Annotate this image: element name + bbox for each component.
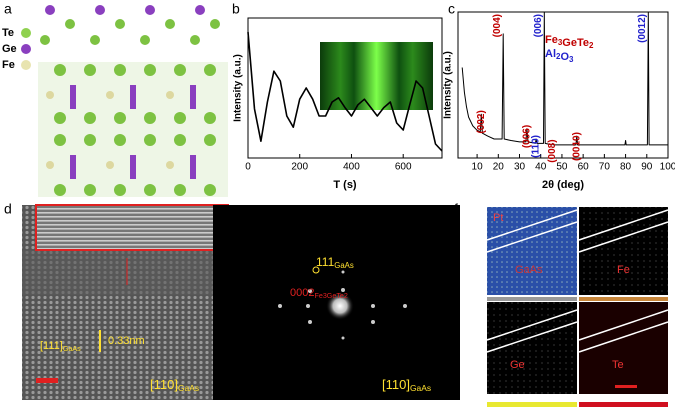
zone-axis: [110]GaAs	[150, 377, 199, 393]
y-axis-label: Intensity (a.u.)	[443, 51, 454, 119]
x-tick-label: 80	[620, 162, 632, 173]
peak-label: (006)	[522, 125, 533, 148]
panel-letter: e	[232, 201, 240, 217]
d-distance: 0.33nm	[108, 335, 145, 347]
label-main: 111	[316, 255, 335, 269]
legend-swatch	[21, 60, 31, 70]
y-axis-label: Intensity (a.u.)	[233, 54, 244, 122]
panel-letter: a	[4, 1, 12, 17]
panel-letter: b	[232, 1, 240, 17]
x-tick-label: 40	[535, 162, 547, 173]
d-spacing: [111]GaAs	[40, 340, 81, 353]
x-tick-label: 600	[395, 162, 412, 173]
peak-label: (002)	[476, 110, 487, 133]
x-tick-label: 30	[514, 162, 526, 173]
legend-swatch	[21, 44, 31, 54]
map-label: Te	[612, 359, 624, 371]
line-series	[461, 11, 668, 146]
x-axis-label: T (s)	[333, 179, 357, 191]
spot-label: 111GaAs	[316, 255, 354, 270]
zone-axis: [110]GaAs	[382, 377, 431, 393]
map-label: Fe	[617, 264, 630, 276]
map-label: Pt	[493, 212, 503, 224]
rheed-inset	[320, 42, 433, 110]
x-tick-label: 400	[343, 162, 360, 173]
legend-label: Fe	[2, 59, 15, 71]
legend-label: Fe3GeTe2	[545, 34, 594, 50]
plot-frame	[457, 11, 669, 159]
label-main: 0002	[290, 287, 314, 299]
peak-label: (0010)	[571, 132, 582, 161]
label-sub: Fe3GeTe2	[314, 292, 347, 300]
diffraction-pattern	[213, 205, 460, 400]
legend-label: Al2O3	[545, 48, 574, 64]
x-tick-label: 100	[660, 162, 675, 173]
annotation: Period ~ 111 s	[341, 27, 414, 39]
formula-part: 3	[569, 55, 574, 64]
x-axis-label: 2θ (deg)	[542, 179, 584, 191]
peak-label: (008)	[547, 139, 558, 162]
peak-label: (110)	[531, 135, 542, 158]
label-main: [110]	[150, 377, 178, 392]
peak-label: (004)	[492, 14, 503, 37]
label-sub: GaAs	[410, 383, 431, 393]
map-label: GaAs	[515, 264, 543, 276]
legend-label: Ge	[2, 43, 17, 55]
formula-part: 3	[558, 38, 563, 47]
line-series	[247, 31, 443, 152]
label-main: [110]	[382, 377, 410, 392]
legend-label: Te	[2, 27, 14, 39]
x-tick-label: 70	[599, 162, 611, 173]
formula-part: O	[560, 51, 569, 63]
x-tick-label: 90	[641, 162, 653, 173]
x-tick-label: 200	[291, 162, 308, 173]
x-tick-label: 50	[556, 162, 568, 173]
label-main: [111]	[40, 340, 63, 352]
spot-label: 0002Fe3GeTe2	[290, 287, 348, 300]
x-tick-label: 60	[578, 162, 590, 173]
crystal-structure	[38, 5, 228, 197]
x-tick-label: 10	[472, 162, 484, 173]
peak-label: (006)	[533, 14, 544, 37]
plot-frame	[247, 17, 443, 159]
formula-part: 2	[589, 41, 594, 50]
formula-part: Al	[545, 48, 556, 60]
panel-letter: d	[4, 201, 12, 217]
x-tick-label: 0	[245, 162, 251, 173]
eds-maps	[486, 207, 669, 407]
legend-swatch	[21, 28, 31, 38]
formula-part: Fe	[545, 34, 558, 46]
label-sub: GaAs	[334, 261, 354, 270]
tem-image	[22, 204, 232, 400]
panel-letter: f	[454, 201, 458, 217]
formula-part: GeTe	[562, 37, 589, 49]
formula-part: 2	[556, 52, 561, 61]
peak-label: (0012)	[637, 14, 648, 43]
x-tick-label: 20	[493, 162, 505, 173]
map-label: Ge	[510, 359, 525, 371]
label-sub: GaAs	[178, 383, 199, 393]
panel-letter: c	[448, 1, 455, 17]
label-sub: GaAs	[63, 345, 81, 353]
